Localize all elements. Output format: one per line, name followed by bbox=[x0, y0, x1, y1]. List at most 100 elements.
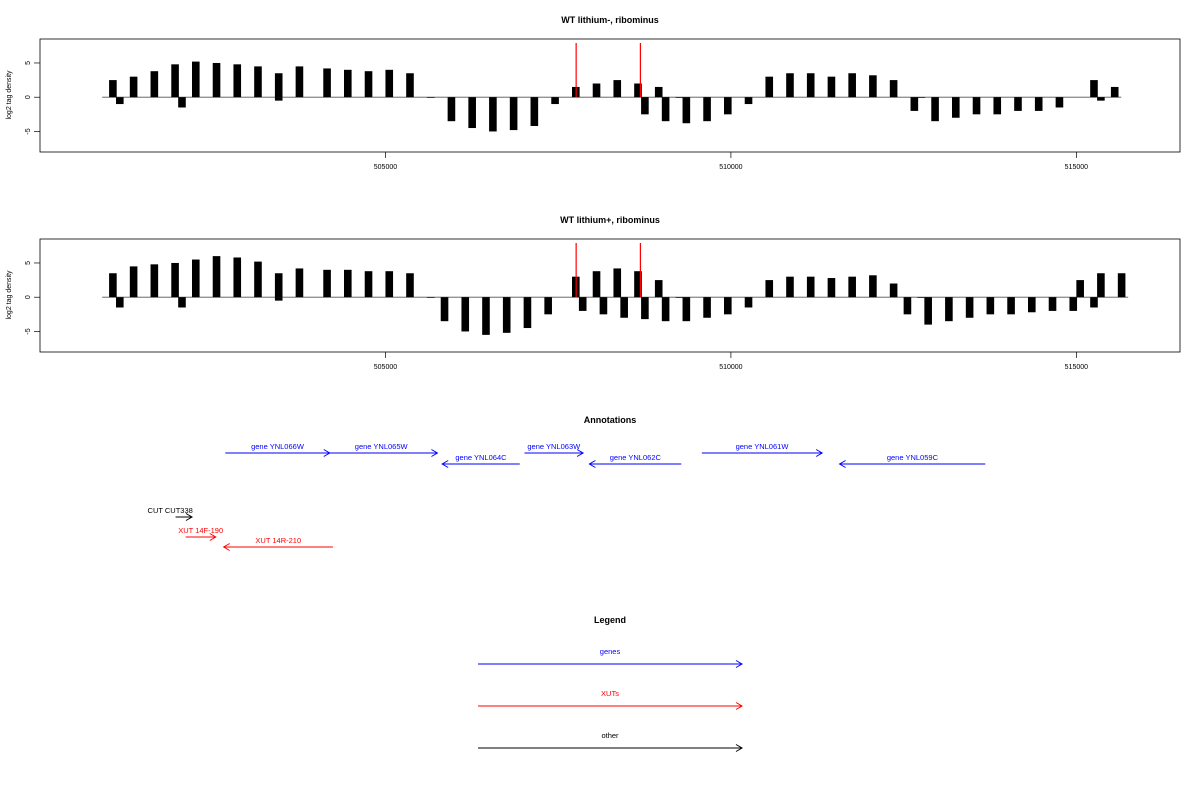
signal-bar bbox=[274, 73, 283, 98]
signal-bar bbox=[917, 97, 926, 98]
signal-bar bbox=[848, 276, 856, 298]
signal-bar bbox=[233, 257, 242, 298]
feature-label: gene YNL065W bbox=[355, 442, 409, 451]
legend: Legend genes XUTs other bbox=[478, 615, 743, 752]
signal-bar bbox=[468, 97, 476, 129]
signal-bar bbox=[192, 259, 200, 298]
signal-bar bbox=[703, 97, 711, 122]
annotation-feature: gene YNL062C bbox=[588, 453, 682, 468]
feature-arrow-head bbox=[185, 513, 193, 521]
signal-bar bbox=[1090, 80, 1098, 98]
signal-bar bbox=[523, 297, 532, 329]
signal-bar bbox=[109, 80, 117, 98]
signal-bar bbox=[682, 97, 691, 124]
signal-bar bbox=[150, 264, 159, 298]
signal-bar bbox=[993, 97, 1002, 115]
signal-bar bbox=[682, 297, 691, 322]
signal-bar bbox=[806, 276, 815, 298]
panel-1-ytick-label: 5 bbox=[25, 61, 32, 65]
panel-2-ylabel: log2 tag density bbox=[6, 270, 13, 320]
signal-bar bbox=[889, 80, 898, 98]
signal-bar bbox=[1090, 297, 1098, 308]
panel-1-xtick-label: 515000 bbox=[1065, 164, 1088, 171]
legend-item: XUTs bbox=[478, 689, 743, 710]
signal-bar bbox=[765, 76, 774, 98]
signal-bar bbox=[482, 297, 490, 335]
signal-bar bbox=[654, 86, 663, 98]
signal-bar bbox=[703, 297, 711, 318]
signal-bar bbox=[1014, 97, 1022, 111]
signal-bar bbox=[178, 97, 186, 108]
legend-label: genes bbox=[600, 647, 621, 656]
signal-bar bbox=[426, 97, 435, 98]
panel-2-xaxis: 505000 510000 515000 bbox=[374, 352, 1088, 371]
signal-bar bbox=[364, 271, 373, 298]
legend-title: Legend bbox=[594, 615, 626, 625]
signal-bar bbox=[654, 280, 663, 298]
panel-lithium-plus: WT lithium+, ribominus log2 tag density … bbox=[6, 215, 1181, 371]
feature-label: gene YNL059C bbox=[887, 453, 939, 462]
signal-bar bbox=[544, 297, 552, 315]
signal-bar bbox=[931, 97, 939, 122]
signal-bar bbox=[917, 297, 926, 298]
signal-bar bbox=[952, 97, 960, 118]
signal-bar bbox=[1007, 297, 1015, 315]
signal-bar bbox=[724, 97, 732, 115]
signal-bar bbox=[509, 97, 518, 131]
signal-bar bbox=[641, 97, 649, 115]
signal-bar bbox=[323, 269, 331, 298]
panel-2-bars bbox=[102, 243, 1129, 335]
legend-items: genes XUTs other bbox=[478, 647, 743, 752]
feature-label: XUT 14R-210 bbox=[255, 536, 301, 545]
feature-label: gene YNL061W bbox=[736, 442, 790, 451]
panel-2-xtick-label: 510000 bbox=[719, 364, 742, 371]
signal-bar bbox=[806, 73, 815, 98]
annotation-feature: gene YNL066W bbox=[225, 442, 331, 457]
signal-bar bbox=[406, 73, 414, 98]
signal-bar bbox=[1055, 97, 1064, 108]
signal-bar bbox=[724, 297, 732, 315]
signal-bar bbox=[848, 73, 856, 98]
feature-label: CUT CUT338 bbox=[148, 506, 193, 515]
panel-2-ytick-label: -5 bbox=[25, 328, 32, 334]
signal-bar bbox=[634, 271, 642, 298]
signal-bar bbox=[109, 273, 117, 298]
signal-bar bbox=[1110, 86, 1119, 98]
signal-bar bbox=[129, 266, 138, 298]
signal-bar bbox=[661, 97, 670, 122]
signal-bar bbox=[212, 256, 221, 298]
panel-2-frame bbox=[39, 238, 1181, 353]
panel-1-xtick-label: 505000 bbox=[374, 164, 397, 171]
signal-bar bbox=[613, 80, 622, 98]
signal-bar bbox=[599, 297, 608, 315]
signal-bar bbox=[786, 73, 794, 98]
annotation-feature: gene YNL064C bbox=[441, 453, 520, 468]
panel-1-frame bbox=[39, 38, 1181, 153]
feature-label: gene YNL064C bbox=[455, 453, 507, 462]
signal-bar bbox=[178, 297, 186, 308]
feature-arrow-head bbox=[576, 449, 585, 457]
panel-1-xtick-label: 510000 bbox=[719, 164, 742, 171]
signal-bar bbox=[530, 97, 539, 126]
signal-bar bbox=[1069, 297, 1078, 311]
signal-bar bbox=[1117, 273, 1126, 298]
signal-bar bbox=[869, 275, 877, 298]
panel-1-yaxis: -5 0 5 bbox=[25, 61, 40, 135]
signal-bar bbox=[171, 262, 179, 298]
feature-label: gene YNL063W bbox=[527, 442, 581, 451]
signal-bar bbox=[385, 271, 394, 298]
signal-bar bbox=[620, 297, 628, 318]
signal-bar bbox=[972, 97, 981, 115]
feature-label: XUT 14F-190 bbox=[178, 526, 223, 535]
signal-bar bbox=[1028, 297, 1036, 313]
signal-bar bbox=[295, 66, 304, 98]
signal-bar bbox=[426, 297, 435, 298]
signal-bar bbox=[592, 271, 601, 298]
signal-bar bbox=[634, 83, 642, 98]
panel-2-ytick-label: 0 bbox=[25, 295, 32, 299]
signal-bar bbox=[447, 97, 456, 122]
signal-bar bbox=[675, 97, 684, 98]
feature-arrow-head bbox=[222, 543, 230, 551]
signal-bar bbox=[827, 278, 836, 298]
signal-bar bbox=[744, 97, 753, 105]
